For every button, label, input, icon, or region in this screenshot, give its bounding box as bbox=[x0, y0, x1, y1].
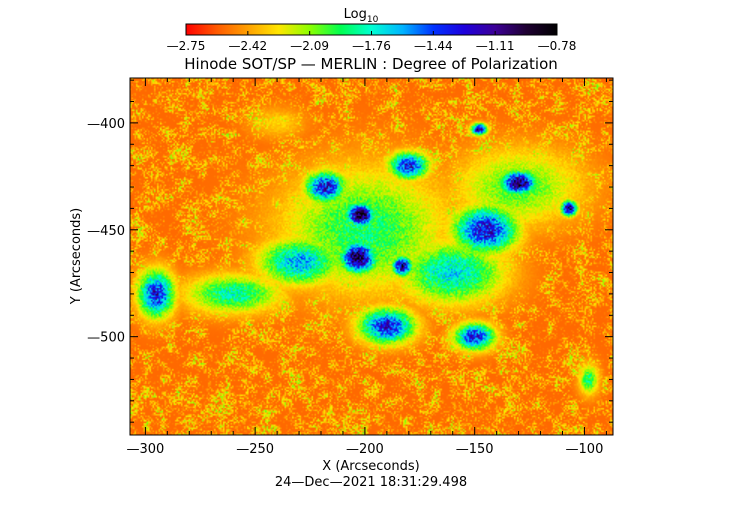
colorbar-tick-label: —2.75 bbox=[167, 39, 206, 53]
chart-title: Hinode SOT/SP — MERLIN : Degree of Polar… bbox=[184, 55, 558, 73]
timestamp: 24—Dec—2021 18:31:29.498 bbox=[275, 475, 467, 490]
y-tick-label: —500 bbox=[87, 331, 125, 346]
colorbar-tick-label: —0.78 bbox=[538, 39, 577, 53]
colorbar-tick-label: —2.42 bbox=[228, 39, 267, 53]
x-tick-label: —200 bbox=[346, 442, 384, 457]
colorbar-ticks: —2.75 —2.42 —2.09 —1.76 —1.44 —1.11 —0.78 bbox=[167, 31, 577, 53]
x-tick-label: —250 bbox=[236, 442, 274, 457]
y-tick-label: —400 bbox=[87, 117, 125, 132]
x-tick-label: —150 bbox=[456, 442, 494, 457]
x-axis: —300 —250 —200 —150 —100 bbox=[126, 78, 607, 457]
x-axis-label: X (Arcseconds) bbox=[322, 459, 419, 474]
y-axis-label: Y (Arcseconds) bbox=[69, 208, 84, 305]
x-tick-label: —100 bbox=[566, 442, 604, 457]
y-axis: —400 —450 —500 bbox=[87, 79, 613, 423]
colorbar-tick-label: —1.44 bbox=[414, 39, 453, 53]
plot-frame bbox=[129, 77, 614, 436]
heatmap-image bbox=[130, 78, 613, 435]
x-tick-label: —300 bbox=[126, 442, 164, 457]
colorbar-tick-label: —1.76 bbox=[352, 39, 391, 53]
colorbar-tick-label: —2.09 bbox=[290, 39, 329, 53]
colorbar-label: Log10 bbox=[344, 7, 379, 25]
colorbar-tick-label: —1.11 bbox=[476, 39, 515, 53]
y-tick-label: —450 bbox=[87, 224, 125, 239]
